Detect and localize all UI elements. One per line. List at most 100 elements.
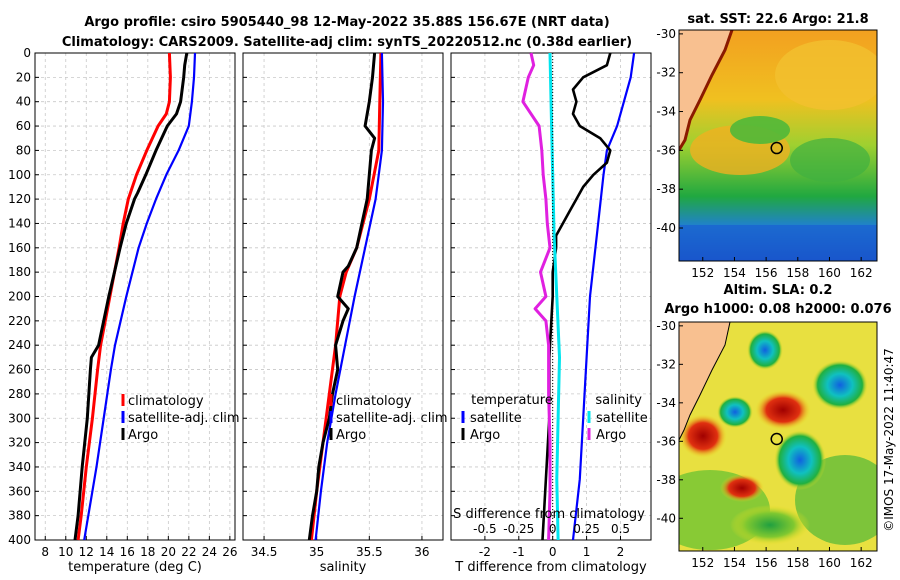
depth-tick-label: 360 <box>8 484 31 498</box>
salinity-frame <box>242 52 444 541</box>
sla-map-title-line1: Altim. SLA: 0.2 <box>724 283 833 298</box>
sst-xtick-label: 160 <box>818 266 841 280</box>
depth-tick-label: 20 <box>16 70 31 84</box>
temperature-grid <box>35 52 235 541</box>
sst-map-frame <box>678 29 878 262</box>
depth-tick-label: 100 <box>8 168 31 182</box>
sla-xtick-label: 158 <box>786 556 809 570</box>
sla-high-south <box>720 474 764 502</box>
temperature-legend-label: Argo <box>128 428 158 443</box>
difference-series-salinity-argo <box>521 52 552 541</box>
sla-argo-marker <box>770 432 783 446</box>
salinity-xtick-label: 35 <box>309 545 324 559</box>
sla-low-west <box>717 396 753 428</box>
temperature-xtick-label: 22 <box>181 545 196 559</box>
sst-cool-patch-east <box>790 138 870 182</box>
sst-argo-marker <box>770 141 783 155</box>
depth-tick-label: 120 <box>8 192 31 206</box>
temperature-xtick-label: 26 <box>222 545 237 559</box>
temperature-series-argo <box>73 52 189 541</box>
temperature-xlabel: temperature (deg C) <box>68 560 202 575</box>
sst-coast-front <box>679 30 734 151</box>
difference-xtick-label: 2 <box>617 545 625 559</box>
diff-legend-temp-label: Argo <box>470 428 500 443</box>
salinity-legend-label: satellite-adj. clim <box>336 411 448 426</box>
sla-map: Altim. SLA: 0.2 Argo h1000: 0.08 h2000: … <box>656 283 891 570</box>
depth-tick-label: 180 <box>8 265 31 279</box>
sst-cool-patch <box>730 116 790 144</box>
salinity-xtick-label: 36 <box>414 545 429 559</box>
salinity-legend-label: climatology <box>336 394 412 409</box>
salinity-xtick-label: 35.5 <box>356 545 383 559</box>
sla-xtick-label: 160 <box>818 556 841 570</box>
sst-map: sat. SST: 22.6 Argo: 21.8 152 154 156 158 16… <box>656 12 878 280</box>
figure-title-line1: Argo profile: csiro 5905440_98 12-May-20… <box>84 15 609 30</box>
salinity-series-argo <box>307 52 377 541</box>
sla-ytick-label: -34 <box>656 396 676 410</box>
salinity-xlabel: salinity <box>320 560 367 575</box>
difference-series-temperature-satellite <box>571 52 636 541</box>
depth-tick-label: 260 <box>8 363 31 377</box>
sst-xtick-label: 162 <box>850 266 873 280</box>
diff-legend-sal-label: satellite <box>596 411 648 426</box>
sst-xtick-label: 158 <box>786 266 809 280</box>
sst-ytick-label: -34 <box>656 105 676 119</box>
depth-tick-label: 320 <box>8 436 31 450</box>
sst-ytick-label: -30 <box>656 27 676 41</box>
depth-tick-label: 200 <box>8 290 31 304</box>
sla-low-north <box>747 330 783 370</box>
sla-xtick-label: 152 <box>691 556 714 570</box>
sst-xtick-label: 156 <box>755 266 778 280</box>
sst-xtick-label: 154 <box>723 266 746 280</box>
difference-xlabel: T difference from climatology <box>454 560 647 575</box>
depth-tick-label: 140 <box>8 216 31 230</box>
diff-secondary-xlabel: S difference from climatology <box>453 507 645 522</box>
difference-series-salinity-satellite <box>548 52 561 541</box>
difference-series-temperature-argo <box>541 52 612 541</box>
depth-tick-label: 380 <box>8 509 31 523</box>
diff-secondary-xtick: 0.25 <box>573 522 600 536</box>
depth-tick-label: 220 <box>8 314 31 328</box>
sst-map-title: sat. SST: 22.6 Argo: 21.8 <box>687 12 868 27</box>
diff-secondary-xtick: -0.5 <box>473 522 496 536</box>
depth-tick-label: 40 <box>16 95 31 109</box>
temperature-xtick-label: 24 <box>202 545 217 559</box>
sst-ytick-label: -36 <box>656 143 676 157</box>
salinity-series-satellite-adj-clim <box>314 52 385 541</box>
sla-map-title-line2: Argo h1000: 0.08 h2000: 0.076 <box>664 302 891 317</box>
diff-legend-sal-label: Argo <box>596 428 626 443</box>
sla-high-coast <box>679 414 727 458</box>
sla-map-frame <box>678 321 878 552</box>
sst-ytick-label: -32 <box>656 66 676 80</box>
difference-xtick-label: 0 <box>549 545 557 559</box>
sst-cold-band <box>679 225 877 261</box>
depth-tick-label: 160 <box>8 241 31 255</box>
diff-legend-temperature-title: temperature <box>471 393 553 408</box>
sst-ytick-label: -38 <box>656 182 676 196</box>
diff-legend-salinity-title: salinity <box>595 393 642 408</box>
sla-low-east <box>812 360 868 410</box>
temperature-series-satellite-adj-clim <box>83 52 197 541</box>
sla-high-centre <box>755 390 811 430</box>
sla-xtick-label: 162 <box>850 556 873 570</box>
salinity-grid <box>243 52 443 541</box>
salinity-legend-label: Argo <box>336 428 366 443</box>
temperature-panel: 8 10 12 14 16 18 20 22 24 26020406080100120140160… <box>8 46 240 575</box>
sst-ytick-label: -40 <box>656 221 676 235</box>
diff-legend-temp-label: satellite <box>470 411 522 426</box>
temperature-xtick-label: 20 <box>161 545 176 559</box>
temperature-xtick-label: 8 <box>41 545 49 559</box>
diff-secondary-xtick: -0.25 <box>503 522 534 536</box>
difference-xtick-label: 1 <box>583 545 591 559</box>
sst-xtick-label: 152 <box>691 266 714 280</box>
temperature-series-climatology <box>76 52 172 541</box>
depth-tick-label: 340 <box>8 460 31 474</box>
sla-ytick-label: -32 <box>656 357 676 371</box>
temperature-xtick-label: 10 <box>58 545 73 559</box>
temperature-xtick-label: 12 <box>79 545 94 559</box>
diff-secondary-xtick: 0 <box>549 522 557 536</box>
temperature-frame <box>34 52 236 541</box>
sla-ytick-label: -40 <box>656 511 676 525</box>
sla-ytick-label: -30 <box>656 319 676 333</box>
